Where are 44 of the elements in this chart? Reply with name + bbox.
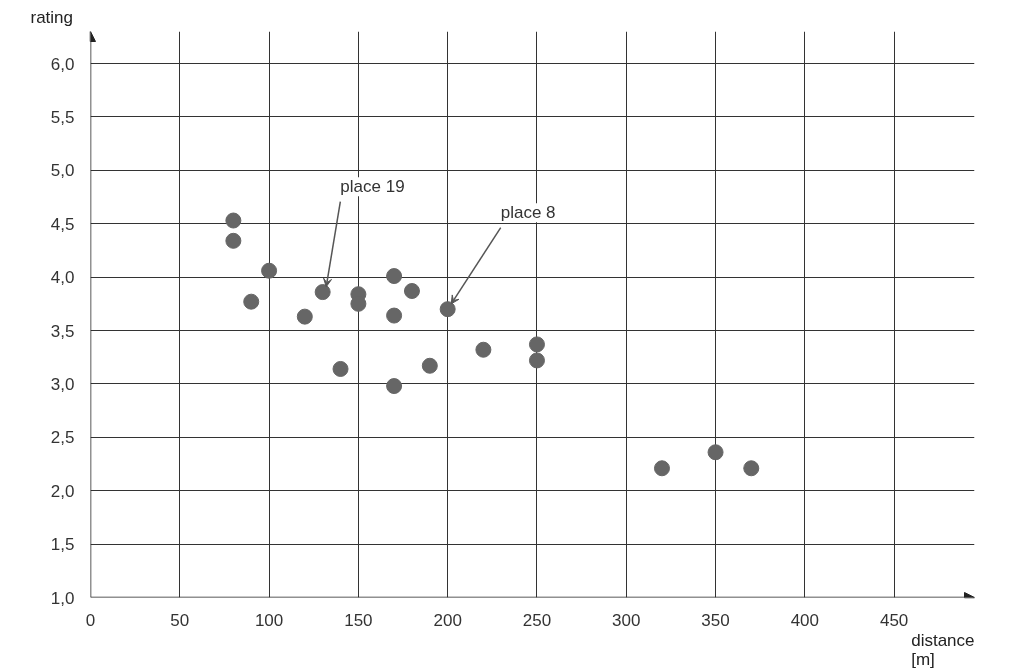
x-tick-label: 250 [522, 610, 552, 630]
point [386, 307, 403, 324]
y-axis-title: rating [30, 7, 74, 27]
x-tick-label: 350 [701, 610, 730, 630]
point [421, 357, 438, 374]
y-tick-label: 5,0 [50, 161, 75, 181]
x-tick-label: 200 [433, 610, 462, 630]
x-tick-label: 50 [170, 610, 190, 630]
point [386, 378, 403, 395]
point [475, 341, 492, 358]
y-tick-label: 1,5 [50, 535, 75, 555]
y-tick-label: 5,5 [50, 107, 75, 127]
point [707, 444, 724, 461]
point [528, 352, 545, 369]
y-tick-label: 6,0 [50, 54, 75, 74]
y-tick-label: 1,0 [50, 588, 75, 608]
annotation: place 19 [340, 177, 405, 197]
point [332, 360, 349, 377]
x-tick-label: 400 [790, 610, 820, 630]
x-tick-label: 150 [344, 610, 373, 630]
point [225, 232, 242, 249]
y-tick-label: 2,0 [50, 481, 75, 501]
y-tick-label: 4,5 [50, 214, 75, 234]
x-axis-title: distance [m] [911, 630, 975, 668]
point [403, 283, 420, 299]
y-tick-label: 3,5 [50, 321, 75, 341]
annotation: place 8 [500, 203, 556, 223]
point [528, 336, 545, 353]
y-tick-label: 3,0 [50, 374, 75, 394]
x-tick-label: 300 [612, 610, 641, 630]
point [296, 308, 313, 325]
point [314, 284, 331, 301]
point [386, 268, 403, 285]
x-tick-label: 100 [254, 610, 284, 630]
point [653, 460, 670, 477]
point [743, 460, 760, 477]
point [261, 262, 278, 279]
y-tick-label: 2,5 [50, 428, 75, 448]
x-tick-label: 450 [879, 610, 909, 630]
x-tick-label: 0 [85, 610, 96, 630]
point [243, 293, 260, 310]
point [439, 301, 456, 318]
point [225, 212, 242, 229]
y-tick-label: 4,0 [50, 268, 75, 288]
